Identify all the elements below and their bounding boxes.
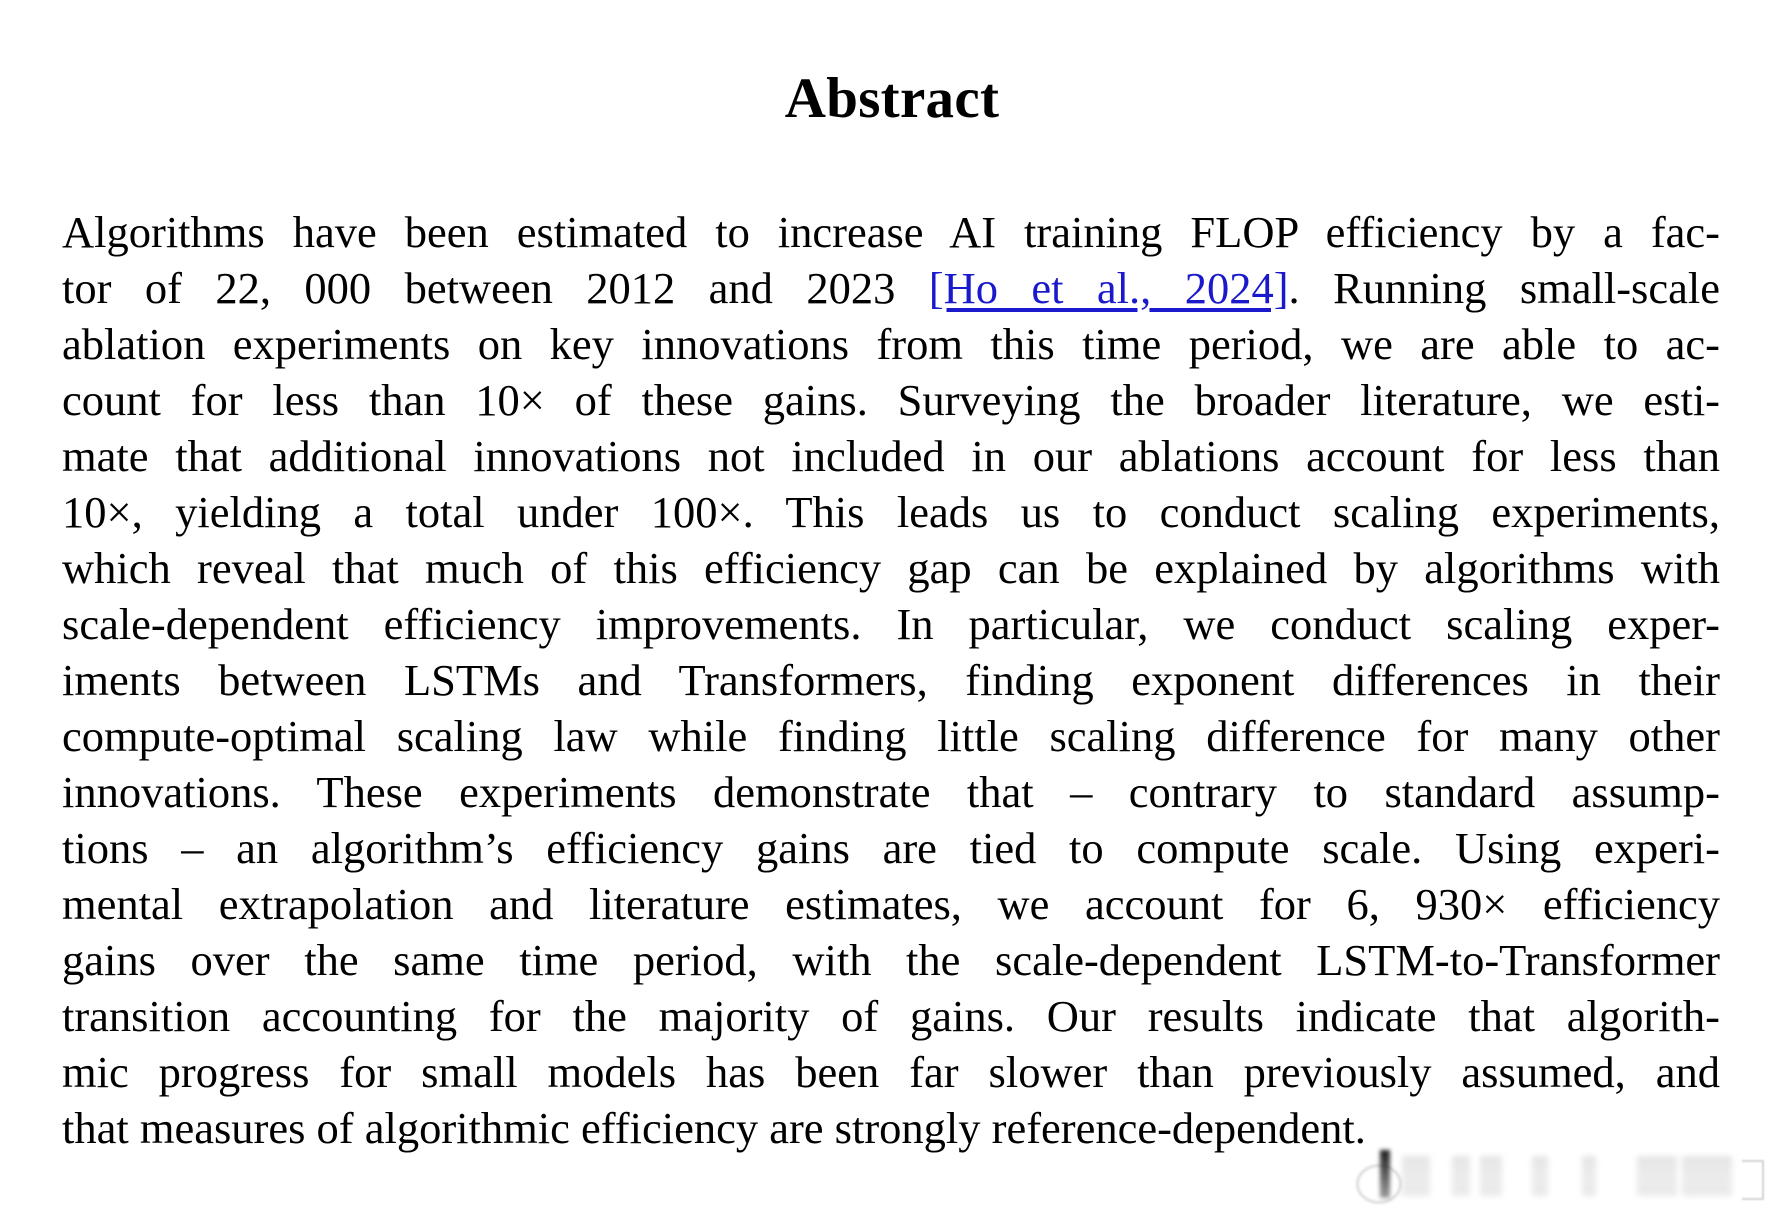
watermark-glyph-shape: [1742, 1160, 1764, 1200]
abstract-line: iments between LSTMs and Transformers, f…: [62, 655, 1720, 705]
abstract-last-line: that measures of algorithmic efficiency …: [62, 1103, 1366, 1153]
line-text-before-citation: tor of 22, 000 between 2012 and 2023: [62, 263, 929, 313]
abstract-line: count for less than 10× of these gains. …: [62, 375, 1720, 425]
blurred-watermark-icon: [1352, 1150, 1772, 1204]
abstract-heading: Abstract: [784, 67, 1000, 130]
watermark-smear: [1480, 1156, 1502, 1196]
abstract-body: Algorithms have been estimated to increa…: [62, 204, 1720, 1156]
abstract-line: tions – an algorithm’s efficiency gains …: [62, 823, 1720, 873]
watermark-smear: [1532, 1156, 1548, 1196]
abstract-line: 10×, yielding a total under 100×. This l…: [62, 487, 1720, 537]
abstract-line: Algorithms have been estimated to increa…: [62, 207, 1720, 257]
abstract-line-with-citation: tor of 22, 000 between 2012 and 2023 [Ho…: [62, 260, 1720, 316]
abstract-line: which reveal that much of this efficienc…: [62, 543, 1720, 593]
abstract-line: mental extrapolation and literature esti…: [62, 879, 1720, 929]
abstract-line: compute-optimal scaling law while findin…: [62, 711, 1720, 761]
abstract-line: mic progress for small models has been f…: [62, 1047, 1720, 1097]
citation-link-ho-2024[interactable]: [Ho et al., 2024]: [928, 263, 1289, 313]
watermark-smear: [1637, 1156, 1677, 1196]
abstract-line: mate that additional innovations not inc…: [62, 431, 1720, 481]
abstract-line: innovations. These experiments demonstra…: [62, 767, 1720, 817]
watermark-smear: [1582, 1156, 1596, 1196]
abstract-line: scale-dependent efficiency improvements.…: [62, 599, 1720, 649]
watermark-ring-shape: [1356, 1164, 1402, 1204]
abstract-line: transition accounting for the majority o…: [62, 991, 1720, 1041]
watermark-smear: [1452, 1156, 1470, 1196]
abstract-line: ablation experiments on key innovations …: [62, 319, 1720, 369]
watermark-smear: [1682, 1156, 1732, 1196]
watermark-smear: [1402, 1156, 1430, 1196]
abstract-line: gains over the same time period, with th…: [62, 935, 1720, 985]
watermark-stem-shape: [1380, 1150, 1390, 1198]
line-text-after-citation: . Running small-scale: [1288, 263, 1720, 313]
